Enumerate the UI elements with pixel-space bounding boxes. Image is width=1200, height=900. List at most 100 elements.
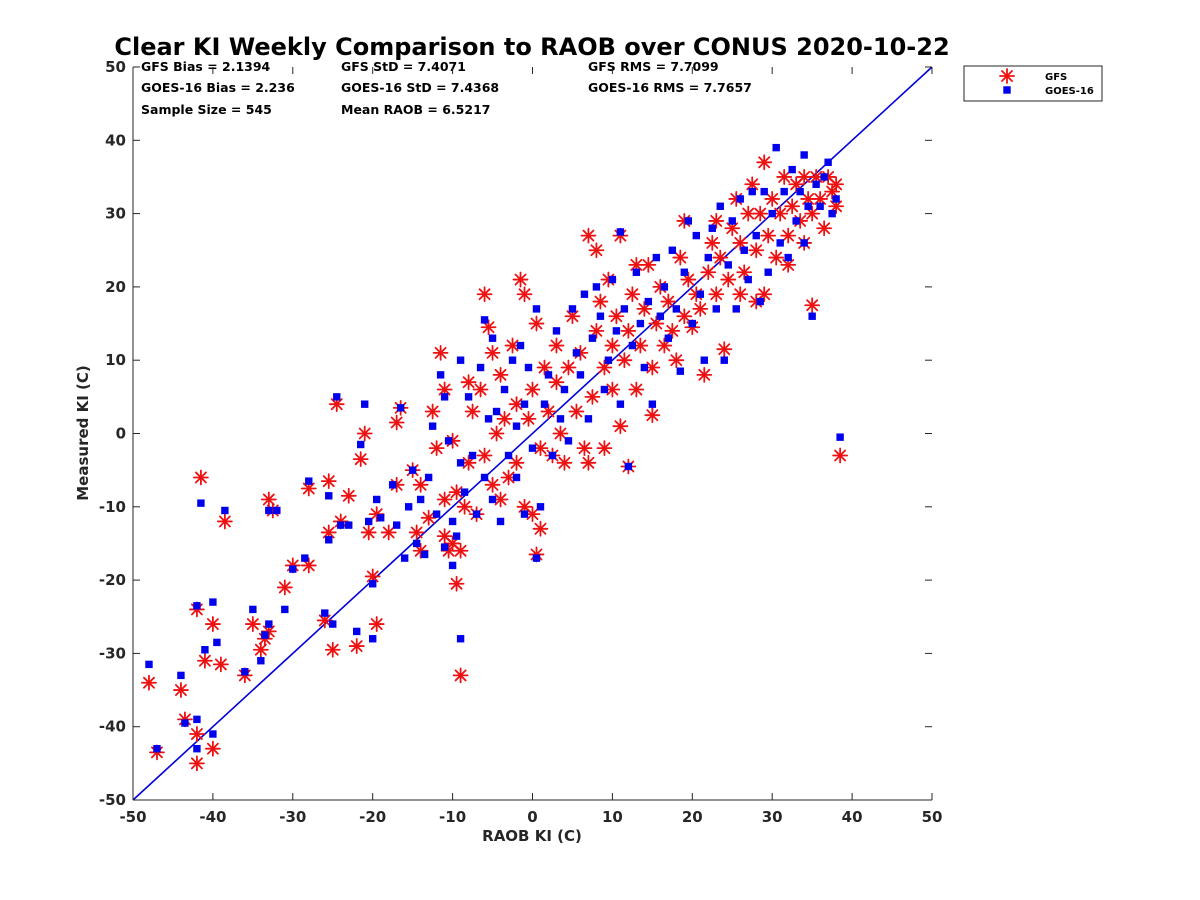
point-gfs-stroke <box>342 489 355 502</box>
point-goes-16 <box>357 440 365 449</box>
point-gfs <box>141 674 157 691</box>
point-gfs-stroke <box>758 288 771 301</box>
point-goes-16 <box>404 503 413 511</box>
point-goes-16 <box>740 246 748 254</box>
point-goes-16 <box>808 312 816 320</box>
point-gfs-stroke <box>414 478 427 491</box>
point-gfs-stroke <box>510 456 523 469</box>
point-goes-16 <box>752 231 760 240</box>
point-gfs-stroke <box>362 526 375 539</box>
point-gfs-stroke <box>590 244 603 257</box>
point-goes-16 <box>432 510 441 518</box>
point-gfs-stroke <box>454 669 467 682</box>
point-gfs-stroke <box>614 420 627 433</box>
point-gfs <box>324 641 341 658</box>
point-gfs <box>428 440 445 457</box>
point-goes-16 <box>333 393 341 401</box>
point-gfs-stroke <box>382 526 395 539</box>
stat-r1-c0: GOES-16 Bias = 2.236 <box>141 80 295 95</box>
point-gfs <box>496 410 513 427</box>
point-gfs-stroke <box>482 321 495 334</box>
point-goes-16 <box>369 580 377 588</box>
point-gfs <box>708 286 725 303</box>
point-gfs-stroke <box>318 614 331 627</box>
stat-r2-c1: Mean RAOB = 6.5217 <box>341 102 490 117</box>
data-points <box>141 143 849 772</box>
point-gfs <box>748 242 765 259</box>
point-gfs <box>456 498 473 515</box>
point-gfs-stroke <box>330 398 343 411</box>
point-goes-16 <box>265 620 273 628</box>
point-gfs-stroke <box>542 405 555 418</box>
point-goes-16 <box>456 356 465 364</box>
point-gfs <box>776 169 793 185</box>
point-goes-16 <box>552 327 561 335</box>
point-goes-16 <box>520 400 529 408</box>
y-tick-label: -10 <box>99 498 126 516</box>
point-gfs-stroke <box>582 229 595 242</box>
stat-r0-c0: GFS Bias = 2.1394 <box>141 59 271 74</box>
point-goes-16 <box>325 492 333 500</box>
point-gfs <box>704 235 721 251</box>
point-gfs-stroke <box>538 361 551 374</box>
point-gfs <box>492 366 509 383</box>
legend-label-gfs: GFS <box>1045 72 1067 83</box>
point-gfs-stroke <box>474 383 487 396</box>
point-gfs <box>708 213 725 229</box>
point-goes-16 <box>249 605 257 614</box>
point-goes-16 <box>325 536 333 544</box>
point-gfs-stroke <box>754 207 767 220</box>
point-gfs-stroke <box>426 405 439 418</box>
point-gfs <box>360 524 377 541</box>
point-goes-16 <box>209 730 217 738</box>
point-gfs-stroke <box>770 251 783 264</box>
x-tick-label: 50 <box>922 808 943 826</box>
point-gfs-stroke <box>302 482 315 495</box>
point-gfs <box>588 322 605 339</box>
point-goes-16 <box>520 510 529 518</box>
point-goes-16 <box>548 451 557 460</box>
point-gfs-stroke <box>778 171 791 183</box>
point-goes-16 <box>221 506 229 515</box>
point-goes-16 <box>201 646 209 654</box>
point-gfs <box>664 322 681 339</box>
point-gfs-stroke <box>582 456 595 469</box>
point-goes-16 <box>488 334 497 342</box>
point-gfs <box>189 755 205 772</box>
point-gfs-stroke <box>774 207 787 220</box>
point-gfs <box>732 286 749 303</box>
point-gfs-stroke <box>526 508 539 521</box>
point-gfs <box>252 641 269 658</box>
stat-r1-c2: GOES-16 RMS = 7.7657 <box>588 80 752 95</box>
point-gfs-stroke <box>590 324 603 337</box>
point-gfs-stroke <box>518 500 531 513</box>
point-gfs-stroke <box>670 354 683 367</box>
point-gfs-stroke <box>598 361 611 374</box>
point-gfs-stroke <box>750 244 763 257</box>
point-goes-16 <box>197 499 205 507</box>
point-goes-16 <box>572 349 581 357</box>
point-gfs-stroke <box>606 339 619 352</box>
point-goes-16 <box>424 473 433 482</box>
point-goes-16 <box>648 400 657 408</box>
point-gfs-stroke <box>626 288 639 301</box>
point-gfs <box>584 388 601 405</box>
point-goes-16 <box>616 228 625 236</box>
point-goes-16 <box>788 165 796 174</box>
point-goes-16 <box>213 638 221 647</box>
point-goes-16 <box>632 268 641 276</box>
point-goes-16 <box>772 143 780 152</box>
point-gfs-stroke <box>430 442 443 455</box>
point-gfs-stroke <box>710 214 723 227</box>
point-gfs <box>524 381 541 398</box>
point-goes-16 <box>508 356 517 364</box>
point-goes-16 <box>684 217 693 225</box>
point-gfs-stroke <box>498 412 511 425</box>
point-goes-16 <box>728 217 736 225</box>
point-gfs <box>568 403 585 420</box>
point-goes-16 <box>193 602 201 610</box>
point-gfs <box>432 344 449 361</box>
plot-area <box>132 66 933 801</box>
point-gfs-stroke <box>830 178 843 191</box>
point-gfs <box>660 293 677 310</box>
